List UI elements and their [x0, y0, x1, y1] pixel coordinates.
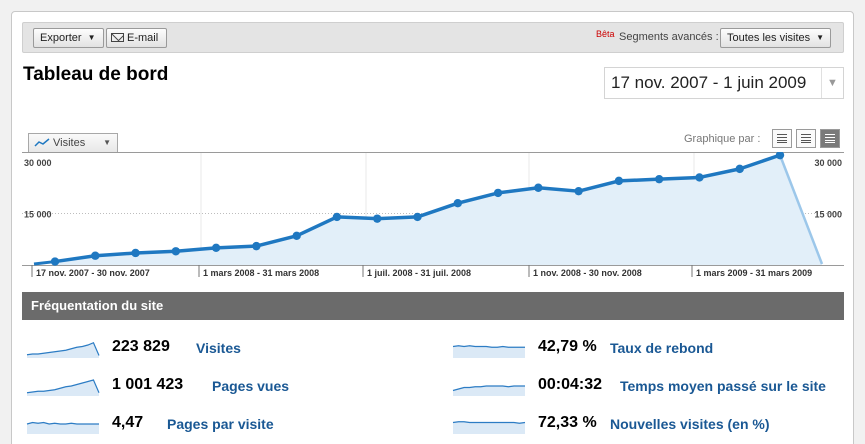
metric-selector-label: Visites — [53, 137, 86, 149]
beta-badge: Bêta — [596, 29, 615, 39]
data-point[interactable] — [50, 257, 60, 266]
list-view-icon — [777, 134, 787, 143]
data-point[interactable] — [171, 247, 181, 256]
view-month-button[interactable] — [820, 129, 840, 148]
segments-value: Toutes les visites — [727, 32, 811, 44]
metric-item: 223 829 Visites — [26, 336, 426, 360]
x-tick-label: 1 juil. 2008 - 31 juil. 2008 — [367, 268, 471, 278]
metric-item: 72,33 % Nouvelles visites (en %) — [452, 412, 852, 436]
date-range-picker[interactable]: 17 nov. 2007 - 1 juin 2009 ▼ — [604, 67, 844, 99]
data-point[interactable] — [775, 152, 785, 160]
data-point[interactable] — [292, 231, 301, 241]
export-label: Exporter — [40, 32, 82, 44]
data-point[interactable] — [493, 188, 503, 198]
email-label: E-mail — [127, 32, 159, 44]
data-point[interactable] — [252, 241, 261, 251]
data-point[interactable] — [574, 186, 583, 196]
metric-value: 42,79 % — [538, 338, 597, 355]
x-tick-label: 1 nov. 2008 - 30 nov. 2008 — [533, 268, 642, 278]
page-title: Tableau de bord — [23, 64, 169, 85]
metric-link[interactable]: Temps moyen passé sur le site — [620, 378, 826, 394]
sparkline — [452, 421, 526, 434]
segments-select[interactable]: Toutes les visites ▼ — [720, 28, 831, 48]
metric-item: 42,79 % Taux de rebond — [452, 336, 852, 360]
x-tick-label: 17 nov. 2007 - 30 nov. 2007 — [36, 268, 150, 278]
y-tick-label-right: 15 000 — [814, 210, 842, 220]
data-point[interactable] — [373, 214, 382, 223]
view-week-button[interactable] — [796, 129, 816, 148]
metric-item: 00:04:32 Temps moyen passé sur le site — [452, 374, 852, 398]
graph-by-label: Graphique par : — [684, 133, 761, 145]
mail-icon — [111, 33, 124, 42]
sparkline — [452, 345, 525, 358]
data-point[interactable] — [211, 243, 221, 253]
line-chart-icon — [34, 138, 50, 147]
chevron-down-icon: ▼ — [87, 33, 96, 42]
email-button[interactable]: E-mail — [106, 28, 167, 48]
metric-value: 223 829 — [112, 338, 170, 355]
sparkline — [26, 421, 99, 434]
data-point[interactable] — [534, 183, 543, 192]
chevron-down-icon[interactable]: ▼ — [821, 68, 843, 98]
metric-value: 00:04:32 — [538, 376, 603, 393]
x-tick-label: 1 mars 2008 - 31 mars 2008 — [203, 268, 319, 278]
metric-value: 4,47 — [112, 414, 144, 431]
chevron-down-icon: ▼ — [103, 138, 111, 147]
series-line-partial — [778, 154, 824, 265]
metric-selector[interactable]: Visites ▼ — [28, 133, 118, 152]
metric-link[interactable]: Nouvelles visites (en %) — [610, 416, 770, 432]
segments-label: Segments avancés : — [619, 31, 719, 43]
metric-value: 1 001 423 — [112, 376, 184, 393]
y-tick-label-right: 30 000 — [814, 158, 842, 168]
metric-link[interactable]: Pages par visite — [167, 416, 274, 432]
data-point[interactable] — [413, 212, 422, 222]
metric-link[interactable]: Pages vues — [212, 378, 290, 394]
metric-item: 1 001 423 Pages vues — [26, 374, 426, 398]
data-point[interactable] — [735, 164, 744, 174]
sparkline — [452, 385, 525, 396]
toolbar: Exporter ▼ E-mail Bêta Segments avancés :… — [22, 22, 844, 53]
y-tick-label-left: 30 000 — [24, 158, 52, 168]
metric-value: 72,33 % — [538, 414, 597, 431]
y-tick-label-left: 15 000 — [24, 210, 52, 220]
metric-link[interactable]: Visites — [196, 340, 241, 356]
sparkline — [26, 379, 100, 396]
data-point[interactable] — [654, 174, 664, 184]
date-range-value: 17 nov. 2007 - 1 juin 2009 — [611, 73, 807, 92]
dashboard-panel: Exporter ▼ E-mail Bêta Segments avancés :… — [11, 11, 854, 444]
metric-link[interactable]: Taux de rebond — [610, 340, 714, 356]
list-view-icon — [801, 134, 811, 143]
data-point[interactable] — [453, 199, 462, 208]
export-button[interactable]: Exporter ▼ — [33, 28, 104, 48]
sparkline — [26, 341, 100, 358]
chevron-down-icon: ▼ — [816, 33, 825, 42]
data-point[interactable] — [131, 248, 140, 258]
data-point[interactable] — [695, 173, 704, 182]
view-day-button[interactable] — [772, 129, 792, 148]
data-point[interactable] — [91, 251, 100, 260]
data-point[interactable] — [614, 176, 624, 186]
data-point[interactable] — [332, 212, 342, 222]
list-view-icon — [825, 134, 835, 143]
section-title: Fréquentation du site — [22, 292, 844, 320]
visits-chart: 30 000 30 000 15 000 15 000 17 nov. 2007 - 3… — [22, 152, 844, 278]
metric-item: 4,47 Pages par visite — [26, 412, 426, 436]
x-tick-label: 1 mars 2009 - 31 mars 2009 — [696, 268, 812, 278]
